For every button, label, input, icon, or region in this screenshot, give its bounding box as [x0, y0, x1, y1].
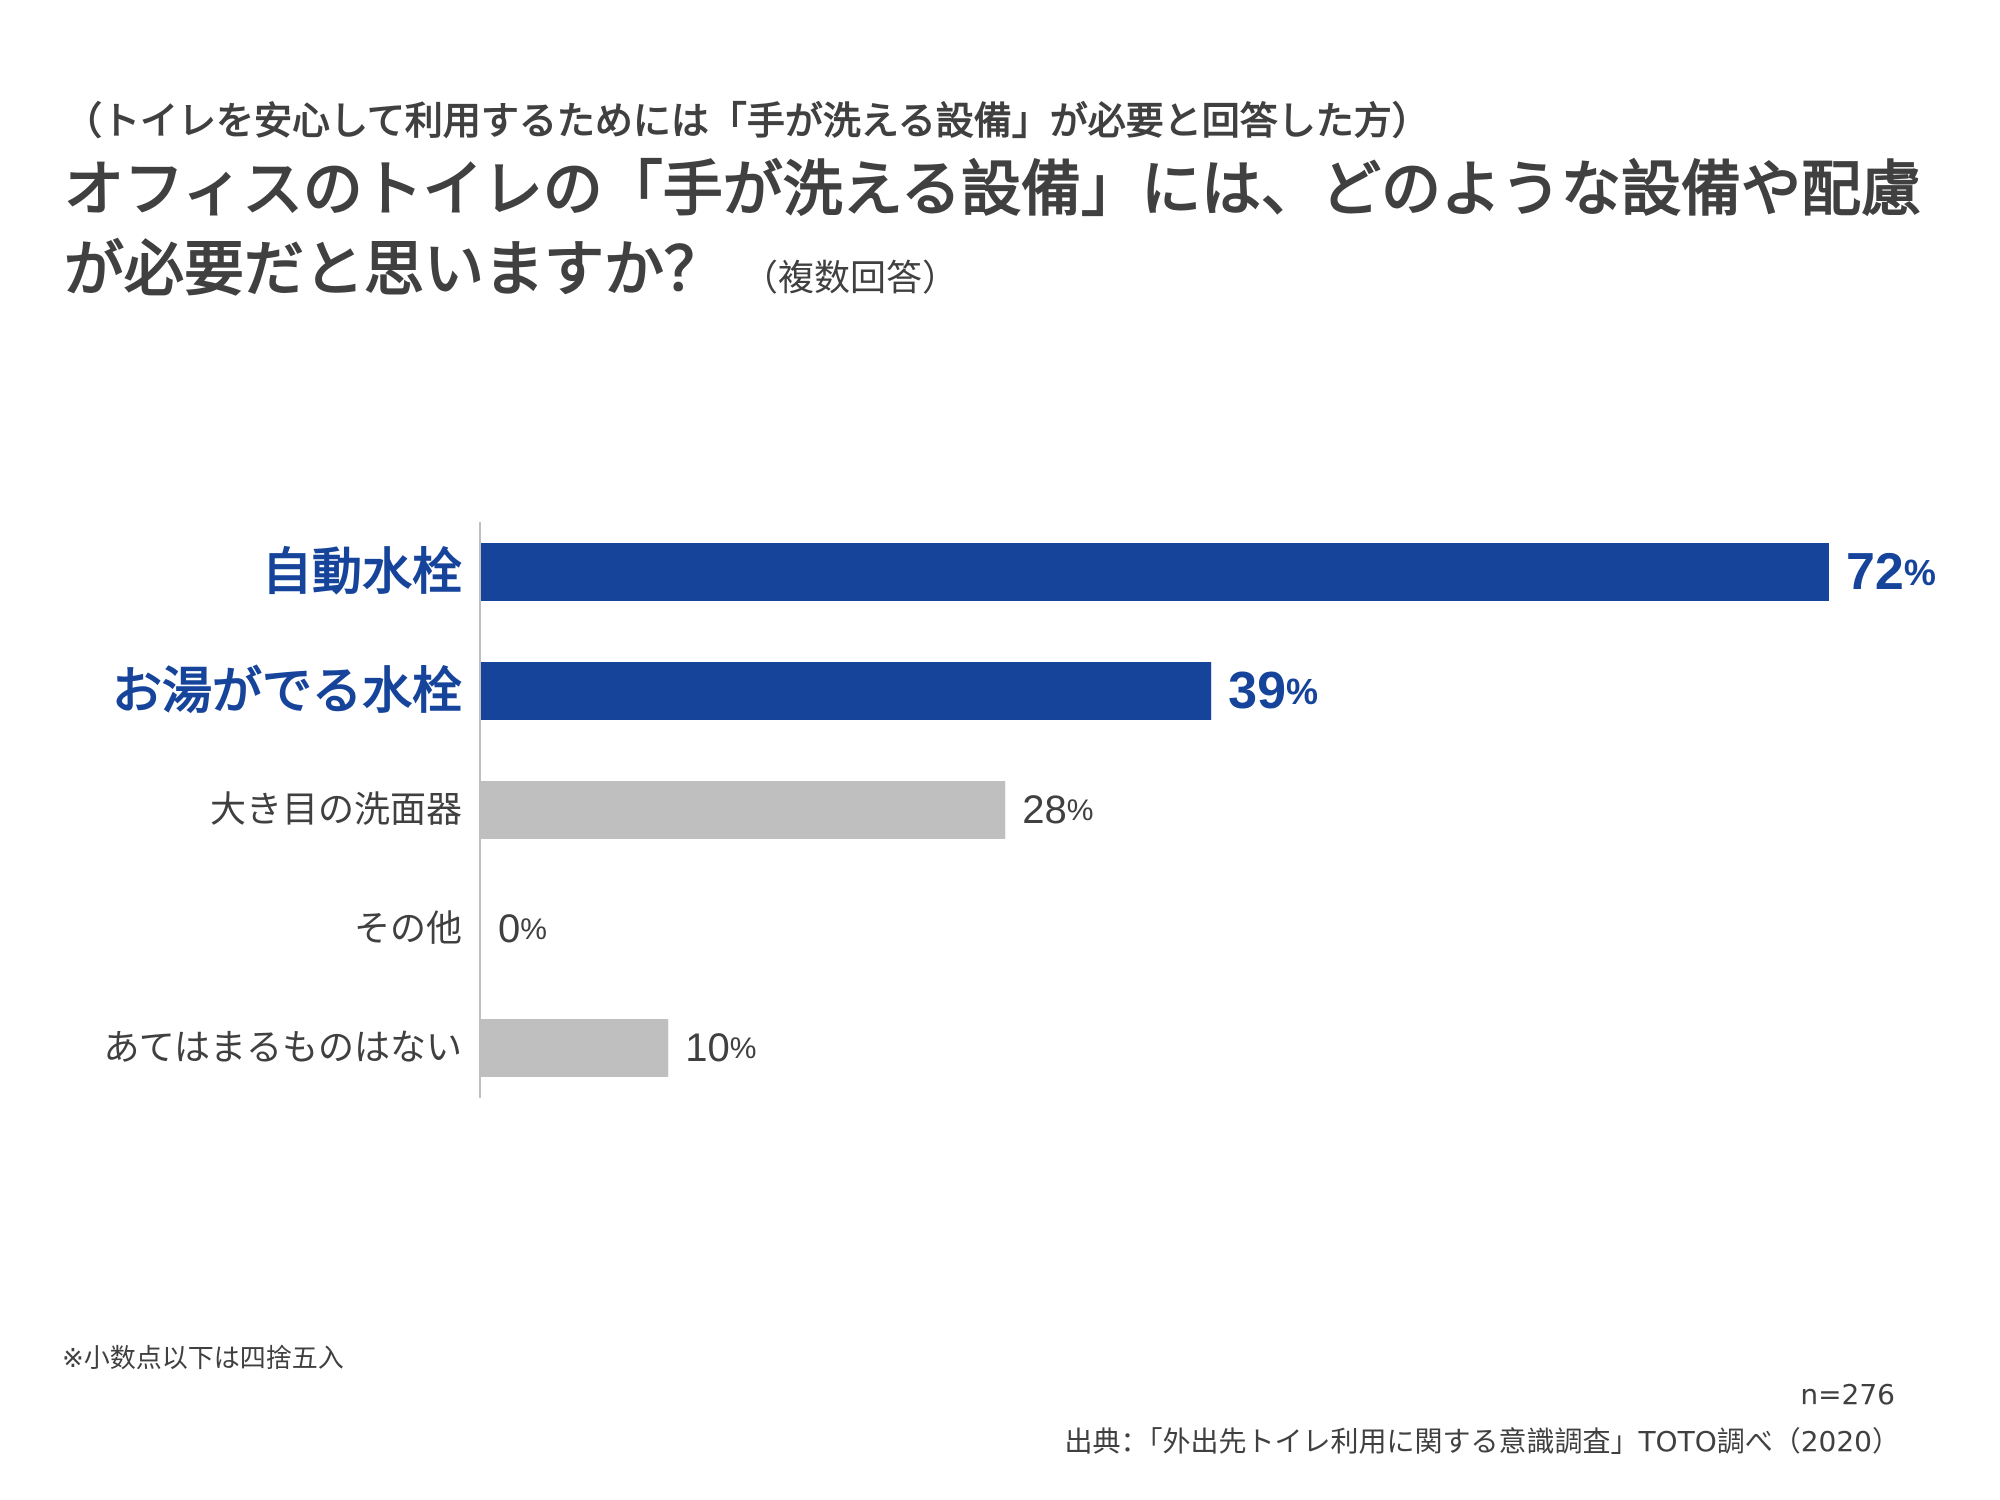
data-label: 39% — [1228, 662, 1318, 720]
chart-title: オフィスのトイレの「手が洗える設備」には、どのような設備や配慮が必要だと思います… — [64, 150, 1964, 319]
source-citation: 出典：「外出先トイレ利用に関する意識調査」TOTO調べ（2020） — [1064, 1425, 1900, 1458]
chart-title-text: オフィスのトイレの「手が洗える設備」には、どのような設備や配慮が必要だと思います… — [64, 155, 1921, 305]
data-label: 28% — [1022, 788, 1093, 832]
bar — [481, 662, 1212, 720]
bar — [481, 543, 1829, 601]
category-label: 自動水栓 — [262, 543, 462, 601]
bar-chart: 自動水栓 72% お湯がでる水栓 39% 大き目の洗面器 28% その他 0% あてはまるものは… — [103, 522, 1936, 1098]
sample-size: n=276 — [1800, 1378, 1895, 1411]
rounding-footnote: ※小数点以下は四捨五入 — [62, 1344, 344, 1374]
bar — [481, 781, 1006, 839]
category-label: あてはまるものはない — [103, 1028, 462, 1069]
data-label: 72% — [1846, 543, 1936, 601]
chart-subtitle: （トイレを安心して利用するためには「手が洗える設備」が必要と回答した方） — [64, 99, 1430, 143]
category-label: 大き目の洗面器 — [210, 790, 462, 831]
category-label: その他 — [354, 909, 462, 950]
bar — [481, 1019, 669, 1077]
category-label: お湯がでる水栓 — [112, 662, 462, 720]
title-note: （複数回答） — [742, 258, 959, 299]
data-label: 0% — [498, 907, 547, 951]
data-label: 10% — [685, 1026, 756, 1070]
